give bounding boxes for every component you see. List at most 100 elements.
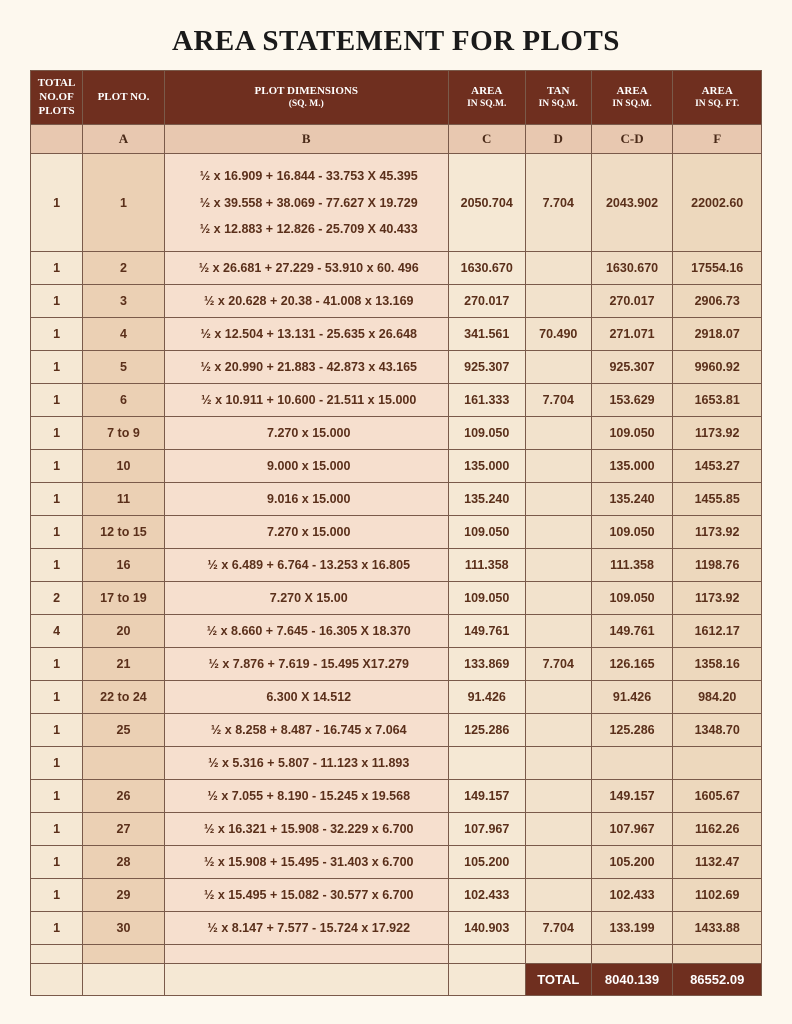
table-cell-area-f: 1433.88	[673, 912, 762, 945]
table-cell-area-f	[673, 747, 762, 780]
table-cell-area-f: 1173.92	[673, 582, 762, 615]
table-cell-dimensions: ½ x 6.489 + 6.764 - 13.253 x 16.805	[164, 549, 448, 582]
table-cell-tan: 7.704	[525, 648, 591, 681]
col-letter-a: A	[83, 125, 165, 154]
total-f: 86552.09	[673, 964, 762, 996]
col-letter-f: F	[673, 125, 762, 154]
table-cell-dimensions: 7.270 x 15.000	[164, 516, 448, 549]
table-cell-area-cd: 270.017	[591, 285, 673, 318]
table-cell-plotno: 10	[83, 450, 165, 483]
table-cell-plotno: 6	[83, 384, 165, 417]
table-cell-area-cd: 105.200	[591, 846, 673, 879]
table-cell-area-c: 135.240	[448, 483, 525, 516]
table-cell-area-c: 149.157	[448, 780, 525, 813]
table-cell-area-f: 1348.70	[673, 714, 762, 747]
table-cell-area-f: 984.20	[673, 681, 762, 714]
table-cell-area-c: 140.903	[448, 912, 525, 945]
table-cell-count: 1	[31, 747, 83, 780]
table-cell-plotno: 28	[83, 846, 165, 879]
table-cell-plotno: 3	[83, 285, 165, 318]
table-cell-area-f: 1653.81	[673, 384, 762, 417]
col-header-plotno: PLOT NO.	[83, 71, 165, 125]
table-cell-area-f: 1173.92	[673, 516, 762, 549]
table-cell-dimensions: 9.016 x 15.000	[164, 483, 448, 516]
table-cell-plotno: 25	[83, 714, 165, 747]
table-cell-tan	[525, 252, 591, 285]
table-cell-area-cd: 271.071	[591, 318, 673, 351]
table-cell-tan	[525, 780, 591, 813]
table-cell-count: 1	[31, 252, 83, 285]
table-cell-area-cd	[591, 747, 673, 780]
table-cell-count: 1	[31, 351, 83, 384]
table-cell-area-c: 109.050	[448, 417, 525, 450]
table-cell-plotno: 17 to 19	[83, 582, 165, 615]
col-letter-d: D	[525, 125, 591, 154]
table-cell-area-f: 1453.27	[673, 450, 762, 483]
table-cell-area-c: 107.967	[448, 813, 525, 846]
table-cell-area-c: 125.286	[448, 714, 525, 747]
col-header-total: TOTAL NO.OF PLOTS	[31, 71, 83, 125]
table-cell-tan	[525, 516, 591, 549]
table-cell-plotno: 27	[83, 813, 165, 846]
table-cell-plotno: 16	[83, 549, 165, 582]
table-cell-tan: 7.704	[525, 154, 591, 252]
table-cell-tan	[525, 615, 591, 648]
col-letter-b: B	[164, 125, 448, 154]
table-cell-count: 1	[31, 714, 83, 747]
col-header-dimensions: PLOT DIMENSIONS(SQ. M.)	[164, 71, 448, 125]
table-cell-area-c: 270.017	[448, 285, 525, 318]
table-cell-count: 1	[31, 846, 83, 879]
table-cell-plotno: 5	[83, 351, 165, 384]
table-cell-tan	[525, 846, 591, 879]
table-cell-tan	[525, 450, 591, 483]
table-cell-area-f: 1605.67	[673, 780, 762, 813]
table-cell-plotno: 2	[83, 252, 165, 285]
total-label: TOTAL	[525, 964, 591, 996]
table-cell-area-cd: 925.307	[591, 351, 673, 384]
table-cell-dimensions: ½ x 15.908 + 15.495 - 31.403 x 6.700	[164, 846, 448, 879]
table-cell-area-cd: 125.286	[591, 714, 673, 747]
table-cell-area-f: 1455.85	[673, 483, 762, 516]
table-cell-area-cd: 109.050	[591, 417, 673, 450]
table-cell-area-f: 1612.17	[673, 615, 762, 648]
table-cell-count: 1	[31, 516, 83, 549]
table-cell-area-c: 109.050	[448, 516, 525, 549]
table-cell-tan	[525, 879, 591, 912]
table-cell-dimensions: ½ x 20.990 + 21.883 - 42.873 x 43.165	[164, 351, 448, 384]
table-cell-plotno: 20	[83, 615, 165, 648]
table-cell-count: 1	[31, 384, 83, 417]
table-cell-tan	[525, 351, 591, 384]
table-cell-count: 1	[31, 417, 83, 450]
table-cell-count: 1	[31, 154, 83, 252]
col-header-area-cd: AREAIN SQ.M.	[591, 71, 673, 125]
table-cell-count: 1	[31, 285, 83, 318]
table-cell-tan	[525, 483, 591, 516]
table-cell-area-cd: 107.967	[591, 813, 673, 846]
table-cell-dimensions: 6.300 X 14.512	[164, 681, 448, 714]
table-cell-area-c: 135.000	[448, 450, 525, 483]
table-cell-area-c: 1630.670	[448, 252, 525, 285]
table-cell-tan	[525, 549, 591, 582]
table-cell-plotno: 29	[83, 879, 165, 912]
table-cell-dimensions: ½ x 15.495 + 15.082 - 30.577 x 6.700	[164, 879, 448, 912]
page-title: AREA STATEMENT FOR PLOTS	[30, 25, 762, 58]
table-cell-area-c: 109.050	[448, 582, 525, 615]
table-cell-area-cd: 149.761	[591, 615, 673, 648]
col-letter-c: C	[448, 125, 525, 154]
table-cell-area-f: 1358.16	[673, 648, 762, 681]
table-cell-dimensions: 7.270 x 15.000	[164, 417, 448, 450]
table-cell-tan	[525, 747, 591, 780]
table-cell-area-f: 9960.92	[673, 351, 762, 384]
table-cell-plotno	[83, 747, 165, 780]
table-cell-area-c: 925.307	[448, 351, 525, 384]
area-statement-table: TOTAL NO.OF PLOTS PLOT NO. PLOT DIMENSIO…	[30, 70, 762, 996]
total-cd: 8040.139	[591, 964, 673, 996]
table-cell-area-c	[448, 747, 525, 780]
table-cell-area-c: 102.433	[448, 879, 525, 912]
table-cell-dimensions: 9.000 x 15.000	[164, 450, 448, 483]
table-cell-tan	[525, 681, 591, 714]
table-cell-tan	[525, 714, 591, 747]
table-cell-area-cd: 1630.670	[591, 252, 673, 285]
table-cell-area-c: 105.200	[448, 846, 525, 879]
table-cell-area-cd: 135.000	[591, 450, 673, 483]
